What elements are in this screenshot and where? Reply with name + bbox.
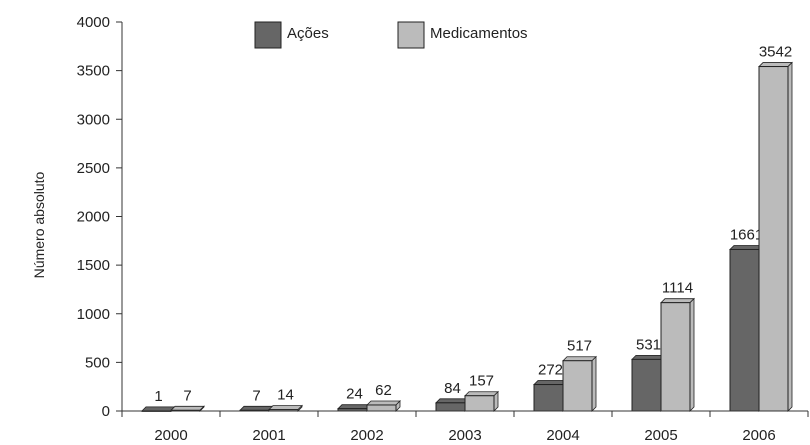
bar-acoes: [533, 384, 564, 412]
bar-top-acoes: [533, 380, 568, 385]
bar-top-acoes: [141, 406, 176, 412]
y-tick-label: 0: [102, 403, 110, 420]
y-tick-label: 2000: [77, 209, 110, 226]
bar-top-acoes: [631, 354, 666, 360]
data-label: 1114: [662, 280, 693, 297]
bar-acoes: [631, 358, 662, 412]
bar-top-medicamentos: [170, 405, 205, 411]
y-tick-label: 1000: [77, 306, 110, 323]
bar-medicamentos: [366, 404, 397, 412]
legend-label: Medicamentos: [430, 25, 528, 42]
data-label: 3542: [759, 44, 792, 61]
bar-side-medicamentos: [591, 355, 597, 412]
bar-top-acoes: [337, 404, 372, 410]
y-tick-label: 3000: [77, 111, 110, 128]
x-tick-label: 2001: [252, 427, 285, 444]
y-tick-label: 500: [85, 354, 110, 371]
y-tick-label: 4000: [77, 14, 110, 31]
data-label: 1: [154, 388, 162, 405]
axes: 0 500 1000 1500 2000 2500 3000 3500 4000 2000 2001…: [77, 14, 809, 444]
x-tick-label: 2005: [644, 427, 677, 444]
legend-swatch: [397, 21, 425, 49]
bar-side-medicamentos: [689, 297, 695, 412]
data-label: 84: [444, 380, 461, 397]
data-label: 517: [567, 338, 592, 355]
bar-side-medicamentos: [493, 390, 499, 412]
y-tick-label: 1500: [77, 257, 110, 274]
bar-medicamentos: [758, 66, 789, 412]
bar-top-medicamentos: [464, 391, 499, 397]
bar-top-medicamentos: [366, 400, 401, 406]
bar-top-medicamentos: [562, 356, 597, 362]
data-label: 157: [469, 373, 494, 390]
bar-top-medicamentos: [660, 298, 695, 304]
x-tick-label: 2006: [742, 427, 775, 444]
bar-top-acoes: [435, 398, 470, 404]
data-label: 14: [277, 387, 294, 404]
bar-top-acoes: [729, 245, 764, 250]
bar-acoes: [729, 248, 760, 412]
legend: Ações Medicamentos: [254, 21, 528, 49]
x-tick-label: 2004: [546, 427, 579, 444]
x-tick-label: 2003: [448, 427, 481, 444]
legend-swatch: [254, 21, 282, 49]
data-label: 62: [375, 382, 392, 399]
data-label: 531: [636, 336, 661, 353]
legend-label: Ações: [287, 25, 329, 42]
y-tick-label: 2500: [77, 160, 110, 177]
data-label: 24: [346, 386, 363, 403]
bar-top-medicamentos: [268, 405, 303, 411]
bar-medicamentos: [660, 302, 691, 412]
bar-medicamentos: [464, 395, 495, 412]
bar-top-medicamentos: [758, 62, 793, 67]
x-tick-label: 2002: [350, 427, 383, 444]
bars: 1 7 24 84 272 531 1661 7 14 62 157 517 1114 3542: [141, 44, 793, 412]
data-label: 7: [183, 387, 191, 404]
bar-side-medicamentos: [787, 61, 793, 412]
data-label: 1661: [730, 226, 763, 243]
bar-top-acoes: [239, 405, 274, 411]
y-axis-title: Número absoluto: [31, 171, 47, 278]
bar-medicamentos: [562, 360, 593, 412]
data-label: 272: [538, 362, 563, 379]
data-label: 7: [252, 387, 260, 404]
y-tick-label: 3500: [77, 63, 110, 80]
x-tick-label: 2000: [154, 427, 187, 444]
bar-acoes: [435, 402, 466, 412]
